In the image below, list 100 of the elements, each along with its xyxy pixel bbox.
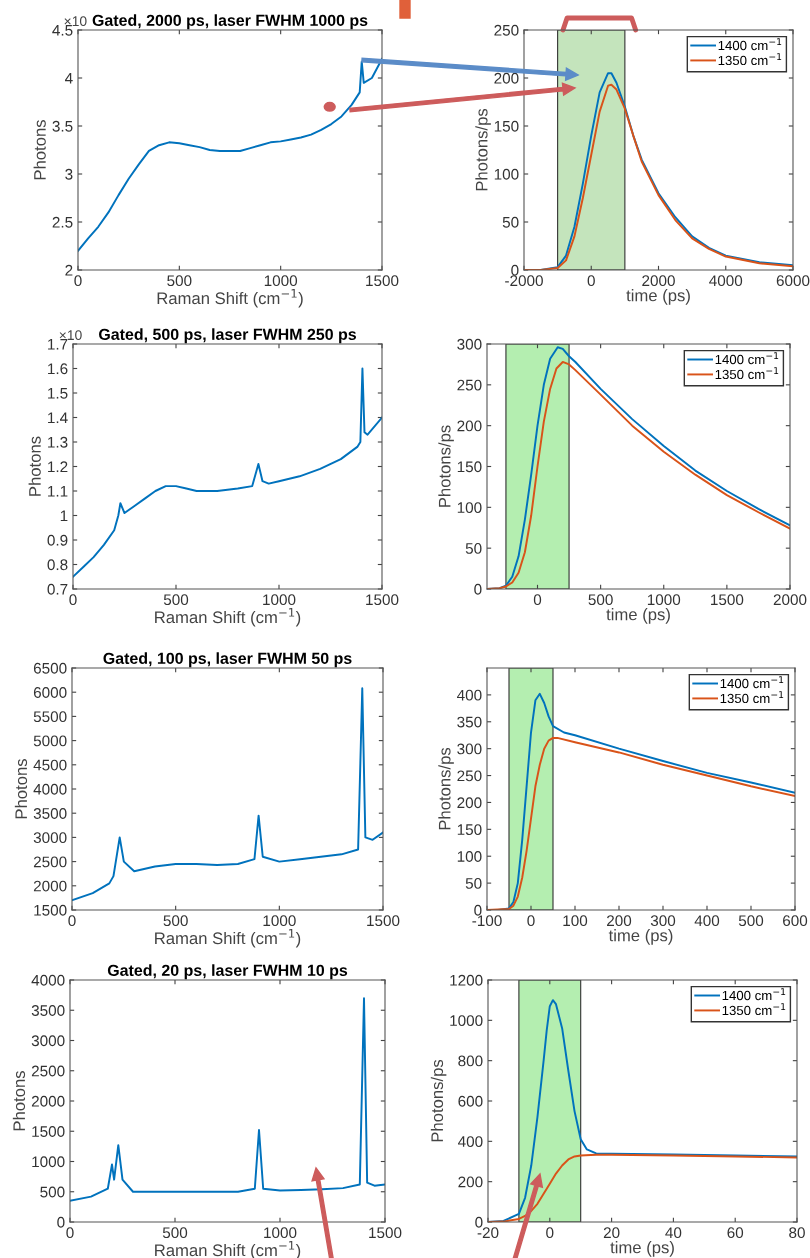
x-tick-label: 600	[783, 915, 808, 927]
chart-title: Gated, 500 ps, laser FWHM 250 ps	[99, 328, 357, 344]
x-axis-title: time (ps)	[626, 289, 690, 305]
y-tick-label: 50	[465, 877, 482, 889]
y-tick-label: 4000	[31, 974, 65, 986]
legend-label: 1350 cm$^{−1}$	[715, 367, 779, 380]
y-tick-label: 300	[457, 743, 482, 755]
y-axis-title: Photons/ps	[438, 425, 454, 507]
x-tick-label: -2000	[505, 275, 543, 287]
x-tick-label: 4000	[709, 275, 743, 287]
y-tick-label: 0	[474, 904, 482, 916]
y-axis-title: Photons/ps	[438, 747, 454, 830]
line-series	[72, 687, 383, 902]
y-axis-title: Photons	[14, 759, 28, 819]
y-tick-label: 50	[502, 216, 519, 228]
x-tick-label: 40	[665, 1227, 682, 1239]
y-tick-label: 150	[494, 120, 519, 132]
y-tick-label: 50	[465, 543, 482, 554]
x-tick-label: 1500	[366, 594, 399, 606]
x-tick-label: 20	[603, 1227, 620, 1239]
x-tick-label: 1000	[647, 594, 681, 606]
y-tick-label: 250	[457, 770, 482, 782]
x-tick-label: 100	[563, 915, 588, 927]
x-tick-label: -100	[472, 915, 502, 927]
x-tick-label: 2000	[773, 594, 807, 606]
y-tick-label: 200	[457, 797, 482, 809]
chart-title: Gated, 20 ps, laser FWHM 10 ps	[107, 964, 348, 980]
y-tick-label: 1.3	[48, 436, 68, 448]
y-tick-label: 2500	[31, 1065, 65, 1077]
y-tick-label: 1.2	[48, 461, 68, 473]
x-axis-title: time (ps)	[608, 929, 673, 945]
x-tick-label: 0	[74, 275, 82, 287]
legend-label: 1400 cm$^{−1}$	[718, 38, 782, 51]
y-tick-label: 1500	[32, 1126, 65, 1137]
y-tick-label: 4500	[33, 759, 67, 771]
y-tick-label: 6000	[33, 687, 67, 698]
y-axis-title: Photons/ps	[475, 108, 491, 191]
x-tick-label: 1500	[711, 594, 744, 606]
x-tick-label: 500	[167, 275, 192, 287]
y-tick-label: 1000	[32, 1156, 65, 1168]
y-tick-label: 150	[457, 461, 482, 473]
y-tick-label: 3000	[31, 1035, 65, 1047]
x-tick-label: 80	[789, 1227, 805, 1239]
y-tick-label: 4000	[33, 783, 67, 795]
y-tick-label: 400	[457, 689, 482, 701]
x-tick-label: 1000	[264, 275, 298, 287]
x-tick-label: -20	[477, 1227, 499, 1239]
chart-title: Gated, 100 ps, laser FWHM 50 ps	[103, 652, 352, 668]
y-tick-label: 200	[457, 420, 482, 432]
y-tick-label: 2000	[31, 1095, 65, 1107]
x-axis-title: time (ps)	[606, 608, 670, 624]
x-tick-label: 1000	[263, 594, 296, 606]
y-tick-label: 3000	[33, 832, 67, 844]
x-tick-label: 500	[163, 594, 189, 606]
x-tick-label: 0	[533, 594, 542, 606]
y-tick-label: 800	[458, 1055, 483, 1067]
text: ×10	[64, 16, 87, 27]
y-tick-label: 2500	[33, 856, 67, 868]
y-tick-label: 2.5	[52, 216, 73, 228]
y-tick-label: 100	[494, 168, 519, 180]
legend-label: 1350 cm$^{−1}$	[720, 691, 784, 704]
y-tick-label: 150	[457, 824, 482, 836]
y-tick-label: 0	[511, 264, 519, 276]
y-tick-label: 1.4	[48, 412, 68, 424]
y-tick-label: 2	[65, 264, 73, 276]
x-tick-label: 500	[588, 594, 613, 606]
y-tick-label: 350	[457, 716, 482, 728]
y-tick-label: 200	[494, 72, 519, 84]
line-series	[73, 367, 382, 578]
x-tick-label: 500	[738, 915, 764, 927]
y-tick-label: 0	[474, 583, 482, 595]
y-tick-label: 1500	[34, 904, 67, 916]
x-tick-label: 60	[727, 1227, 744, 1239]
legend-label: 1400 cm$^{−1}$	[722, 988, 786, 1001]
x-tick-label: 1000	[263, 915, 296, 927]
y-tick-label: 1	[60, 510, 68, 522]
y-tick-label: 600	[458, 1095, 483, 1107]
y-tick-label: 1.6	[48, 363, 68, 375]
x-axis-title: Raman Shift (cm$^{−1}$)	[155, 608, 301, 627]
y-axis-title: Photons	[12, 1071, 26, 1131]
y-tick-label: 400	[458, 1136, 483, 1148]
y-tick-label: 200	[458, 1176, 483, 1188]
y-tick-label: 100	[457, 502, 482, 514]
x-tick-label: 1500	[367, 915, 400, 927]
x-tick-label: 0	[587, 275, 595, 287]
y-tick-label: 0	[57, 1216, 65, 1228]
y-tick-label: 300	[457, 338, 482, 350]
x-tick-label: 200	[607, 915, 632, 927]
chart-title: Gated, 2000 ps, laser FWHM 1000 ps	[92, 14, 368, 30]
x-tick-label: 2000	[642, 275, 675, 287]
x-tick-label: 6000	[776, 275, 810, 287]
y-tick-label: 1.7	[48, 339, 68, 350]
y-axis-title: Photons	[28, 436, 41, 496]
x-tick-label: 400	[694, 915, 720, 927]
x-tick-label: 1000	[264, 1227, 297, 1239]
y-tick-label: 250	[457, 379, 482, 391]
y-axis-title: Photons/ps	[430, 1059, 447, 1142]
y-tick-label: 4.5	[52, 25, 73, 36]
y-tick-label: 1.5	[48, 388, 68, 399]
x-tick-label: 1500	[369, 1227, 402, 1239]
